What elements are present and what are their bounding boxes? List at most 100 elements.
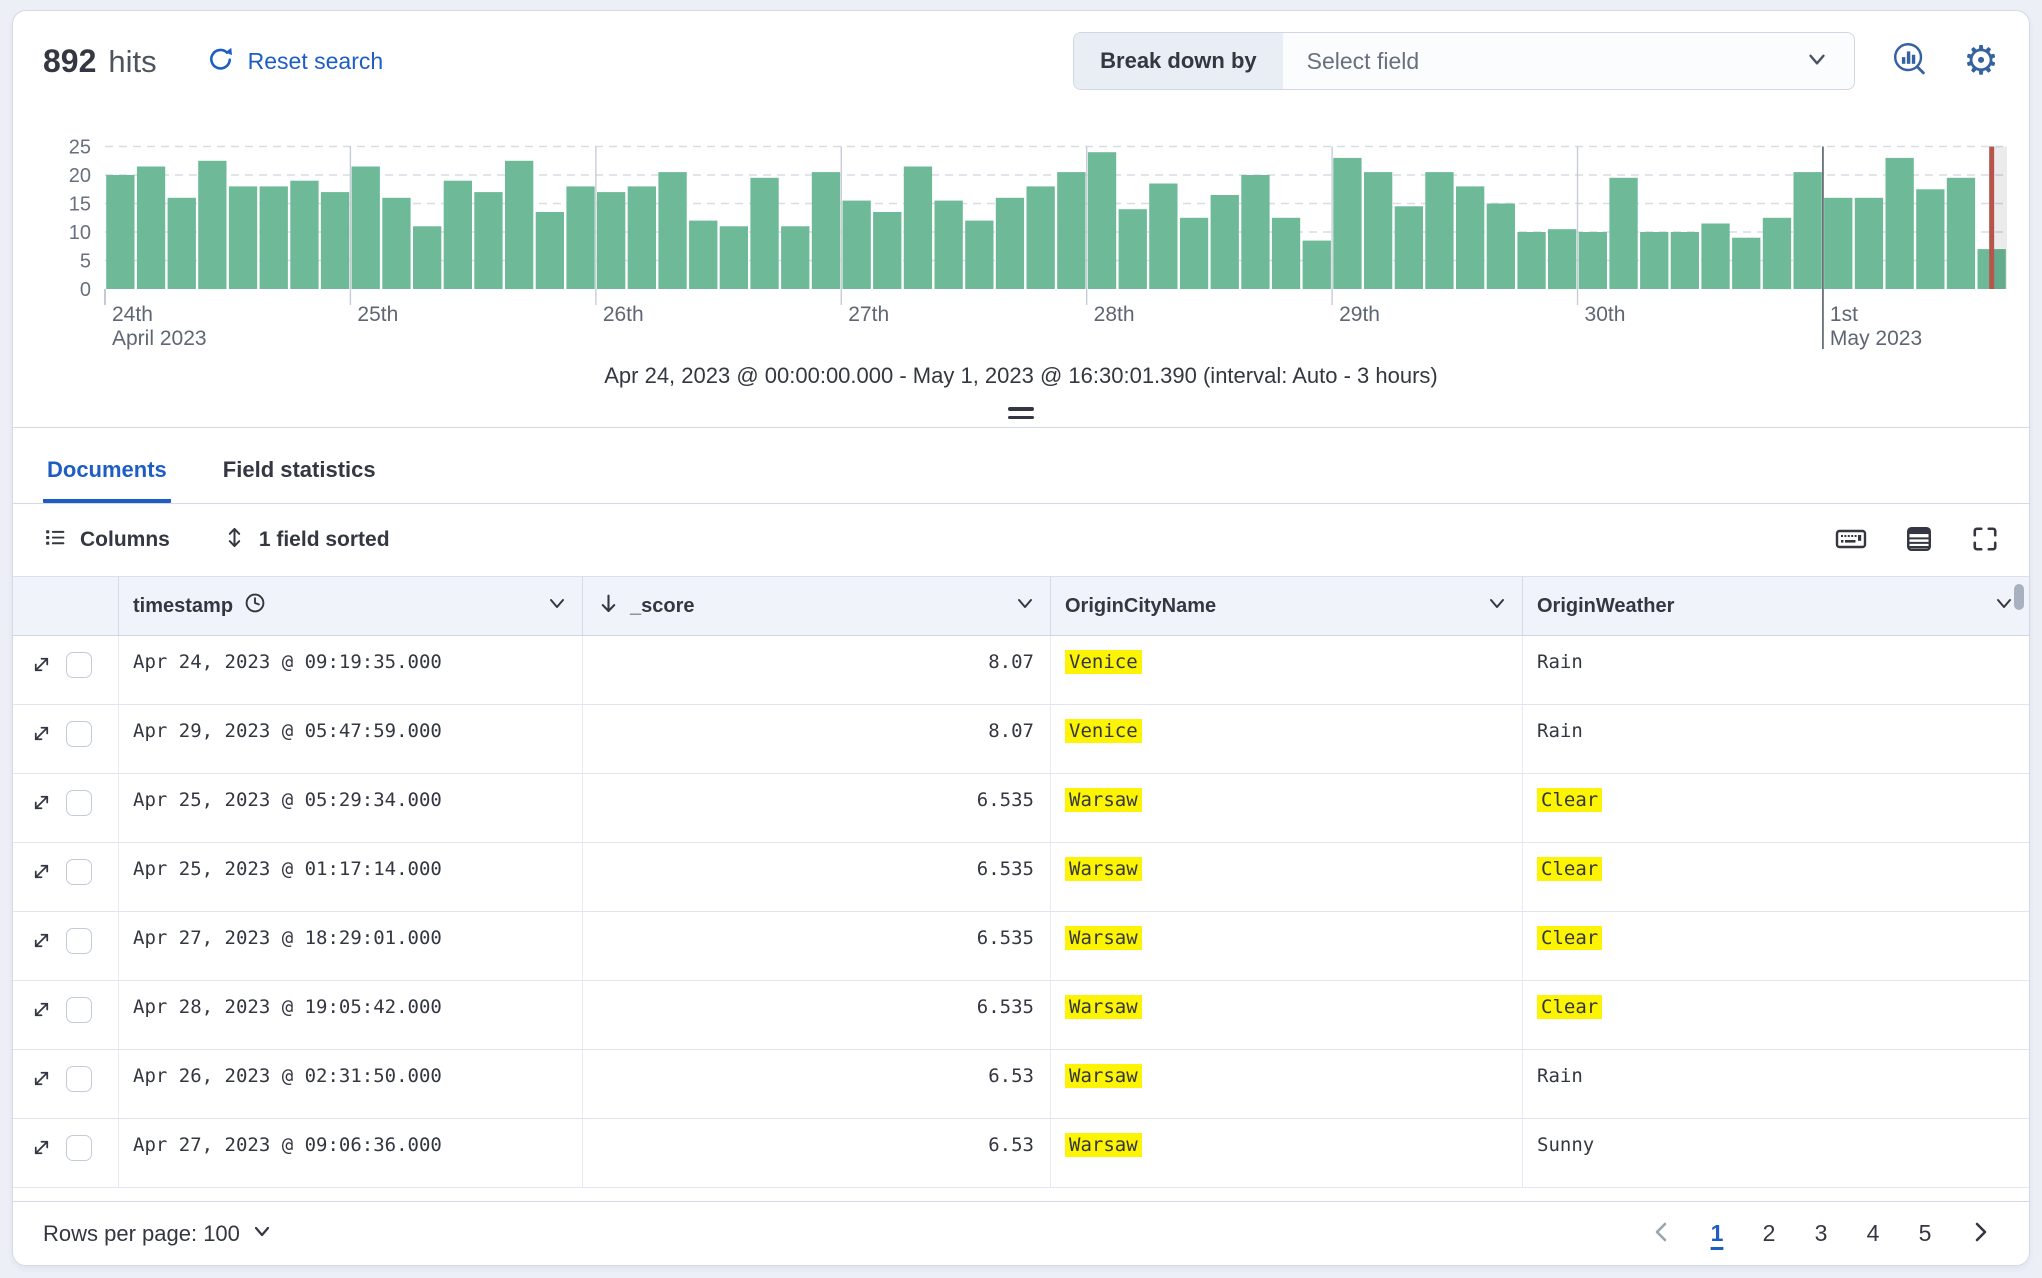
page-button-2[interactable]: 2 xyxy=(1747,1212,1791,1256)
histogram-bar xyxy=(1302,240,1331,290)
svg-text:15: 15 xyxy=(69,194,91,216)
previous-page-button[interactable] xyxy=(1643,1219,1681,1248)
histogram-bar xyxy=(1118,209,1147,289)
histogram-bar xyxy=(1364,172,1393,289)
svg-text:27th: 27th xyxy=(848,303,889,326)
resize-handle[interactable] xyxy=(13,399,2029,427)
row-checkbox[interactable] xyxy=(66,1066,92,1092)
row-controls xyxy=(13,981,119,1049)
sort-updown-icon xyxy=(222,525,247,556)
histogram-bar xyxy=(1854,197,1884,289)
histogram-bar xyxy=(1026,186,1055,289)
tab-documents[interactable]: Documents xyxy=(43,457,171,503)
column-header-origincityname[interactable]: OriginCityName xyxy=(1051,577,1523,635)
svg-text:30th: 30th xyxy=(1585,303,1626,326)
columns-button[interactable]: Columns xyxy=(43,525,170,556)
row-checkbox[interactable] xyxy=(66,790,92,816)
histogram-bar xyxy=(351,166,380,289)
rows-per-page-button[interactable]: Rows per page: 100 xyxy=(43,1219,274,1249)
row-controls xyxy=(13,705,119,773)
next-page-button[interactable] xyxy=(1961,1219,1999,1248)
histogram-bar xyxy=(1609,177,1638,289)
page-button-3[interactable]: 3 xyxy=(1799,1212,1843,1256)
edit-visualization-button[interactable] xyxy=(1889,39,1931,84)
row-controls xyxy=(13,912,119,980)
histogram-bar xyxy=(1946,177,1976,289)
table-density-icon xyxy=(1905,525,1933,556)
page-button-4[interactable]: 4 xyxy=(1851,1212,1895,1256)
histogram-bar xyxy=(1057,172,1086,289)
breakdown-select[interactable]: Select field xyxy=(1283,33,1855,89)
cell-origincityname: Warsaw xyxy=(1051,843,1523,911)
chevron-down-icon xyxy=(1486,592,1508,620)
expand-document-button[interactable] xyxy=(29,1135,54,1163)
row-checkbox[interactable] xyxy=(66,721,92,747)
histogram-bar xyxy=(474,192,503,289)
fullscreen-icon xyxy=(1971,525,1999,556)
svg-text:20: 20 xyxy=(69,165,91,187)
fullscreen-button[interactable] xyxy=(1971,525,1999,556)
keyboard-shortcuts-button[interactable] xyxy=(1835,526,1867,555)
histogram-bar xyxy=(627,186,656,289)
histogram-bar xyxy=(1916,189,1945,290)
svg-text:April 2023: April 2023 xyxy=(112,327,207,350)
histogram-bar xyxy=(1425,172,1454,289)
row-checkbox[interactable] xyxy=(66,928,92,954)
column-header-originweather[interactable]: OriginWeather xyxy=(1523,577,2029,635)
cell-originweather: Clear xyxy=(1523,774,2029,842)
svg-text:29th: 29th xyxy=(1339,303,1380,326)
table-row: Apr 25, 2023 @ 05:29:34.000 6.535 Warsaw… xyxy=(13,774,2029,843)
row-controls xyxy=(13,774,119,842)
expand-document-button[interactable] xyxy=(29,859,54,887)
clock-icon xyxy=(243,591,267,621)
expand-document-button[interactable] xyxy=(29,997,54,1025)
histogram-chart[interactable]: 24th April 2023 25th 26th 27th 28th 29th 30th 1s… xyxy=(13,111,2029,363)
column-header-score[interactable]: _score xyxy=(583,577,1051,635)
cell-score: 6.53 xyxy=(583,1119,1051,1187)
chart-options-button[interactable]: ⚙ xyxy=(1963,41,1999,81)
expand-document-button[interactable] xyxy=(29,721,54,749)
cell-origincityname: Warsaw xyxy=(1051,1050,1523,1118)
expand-document-button[interactable] xyxy=(29,1066,54,1094)
chevron-down-icon xyxy=(1804,46,1830,77)
expand-document-button[interactable] xyxy=(29,652,54,680)
cell-timestamp: Apr 29, 2023 @ 05:47:59.000 xyxy=(119,705,583,773)
reset-search-button[interactable]: Reset search xyxy=(207,45,383,78)
expand-document-button[interactable] xyxy=(29,790,54,818)
histogram-bar xyxy=(995,197,1025,289)
cell-timestamp: Apr 25, 2023 @ 05:29:34.000 xyxy=(119,774,583,842)
page-button-5[interactable]: 5 xyxy=(1903,1212,1947,1256)
page-button-1[interactable]: 1 xyxy=(1695,1212,1739,1256)
row-checkbox[interactable] xyxy=(66,1135,92,1161)
cell-origincityname: Warsaw xyxy=(1051,1119,1523,1187)
column-header-timestamp[interactable]: timestamp xyxy=(119,577,583,635)
sort-fields-button[interactable]: 1 field sorted xyxy=(222,525,390,556)
histogram-bar xyxy=(1241,175,1270,289)
row-checkbox[interactable] xyxy=(66,997,92,1023)
table-row: Apr 27, 2023 @ 09:06:36.000 6.53 Warsaw … xyxy=(13,1119,2029,1188)
keyboard-icon xyxy=(1835,526,1867,555)
tab-field-statistics[interactable]: Field statistics xyxy=(219,457,380,503)
cell-origincityname: Venice xyxy=(1051,705,1523,773)
grid-header-row: timestamp _score Origi xyxy=(13,576,2029,636)
expand-document-button[interactable] xyxy=(29,928,54,956)
vertical-scrollbar-thumb[interactable] xyxy=(2014,584,2024,610)
breakdown-placeholder: Select field xyxy=(1306,47,1420,74)
histogram-bar xyxy=(382,197,411,289)
display-options-button[interactable] xyxy=(1905,525,1933,556)
row-checkbox[interactable] xyxy=(66,652,92,678)
histogram-bar xyxy=(228,186,258,289)
list-icon xyxy=(43,525,68,556)
cell-timestamp: Apr 24, 2023 @ 09:19:35.000 xyxy=(119,636,583,704)
chevron-left-icon xyxy=(1649,1219,1675,1248)
row-checkbox[interactable] xyxy=(66,859,92,885)
chevron-down-icon xyxy=(546,592,568,620)
view-tabs: Documents Field statistics xyxy=(13,428,2029,504)
svg-text:May 2023: May 2023 xyxy=(1830,327,1922,350)
hits-summary: 892 hits xyxy=(43,43,157,80)
histogram-bar xyxy=(1640,232,1669,289)
table-row: Apr 26, 2023 @ 02:31:50.000 6.53 Warsaw … xyxy=(13,1050,2029,1119)
table-row: Apr 24, 2023 @ 09:19:35.000 8.07 Venice … xyxy=(13,636,2029,705)
